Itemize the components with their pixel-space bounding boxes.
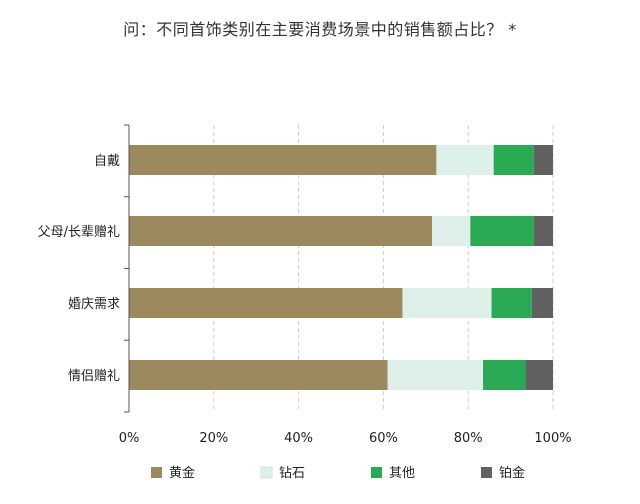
legend-swatch bbox=[151, 467, 162, 478]
bar-segment-4-3 bbox=[531, 288, 553, 318]
bar-segment-3-2 bbox=[470, 216, 534, 246]
bar-segment-4-4 bbox=[525, 360, 553, 390]
category-label: 父母/长辈赠礼 bbox=[38, 224, 120, 240]
bar-segment-2-3 bbox=[402, 288, 492, 318]
bar-segment-1-1 bbox=[129, 145, 437, 175]
bar-segment-3-3 bbox=[491, 288, 532, 318]
legend-label: 黄金 bbox=[169, 465, 195, 481]
x-tick-label: 0% bbox=[119, 431, 140, 446]
legend-label: 钻石 bbox=[279, 466, 305, 481]
bar-segment-1-3 bbox=[129, 288, 403, 318]
category-label: 自戴 bbox=[94, 154, 120, 169]
bar-segment-2-2 bbox=[432, 216, 471, 246]
x-tick-label: 80% bbox=[454, 431, 483, 446]
legend-label: 铂金 bbox=[499, 465, 525, 481]
legend-swatch bbox=[371, 467, 382, 478]
x-tick-label: 60% bbox=[369, 431, 398, 446]
bar-segment-1-4 bbox=[129, 360, 388, 390]
bar-segment-2-1 bbox=[436, 145, 494, 175]
category-label: 情侣赠礼 bbox=[68, 368, 120, 384]
bar-segment-4-1 bbox=[533, 145, 553, 175]
bar-segment-1-2 bbox=[129, 216, 433, 246]
bar-segment-2-4 bbox=[387, 360, 484, 390]
bar-segment-4-2 bbox=[533, 216, 553, 246]
bar-segment-3-1 bbox=[493, 145, 534, 175]
chart-title: 问：不同首饰类别在主要消费场景中的销售额占比？ * bbox=[123, 20, 517, 39]
legend-swatch bbox=[481, 467, 492, 478]
legend-label: 其他 bbox=[389, 466, 415, 481]
legend-swatch bbox=[260, 466, 273, 479]
bar-segment-3-4 bbox=[483, 360, 526, 390]
x-tick-label: 40% bbox=[284, 431, 313, 446]
x-tick-label: 20% bbox=[199, 431, 228, 446]
x-tick-label: 100% bbox=[534, 431, 571, 446]
category-label: 婚庆需求 bbox=[68, 297, 120, 312]
